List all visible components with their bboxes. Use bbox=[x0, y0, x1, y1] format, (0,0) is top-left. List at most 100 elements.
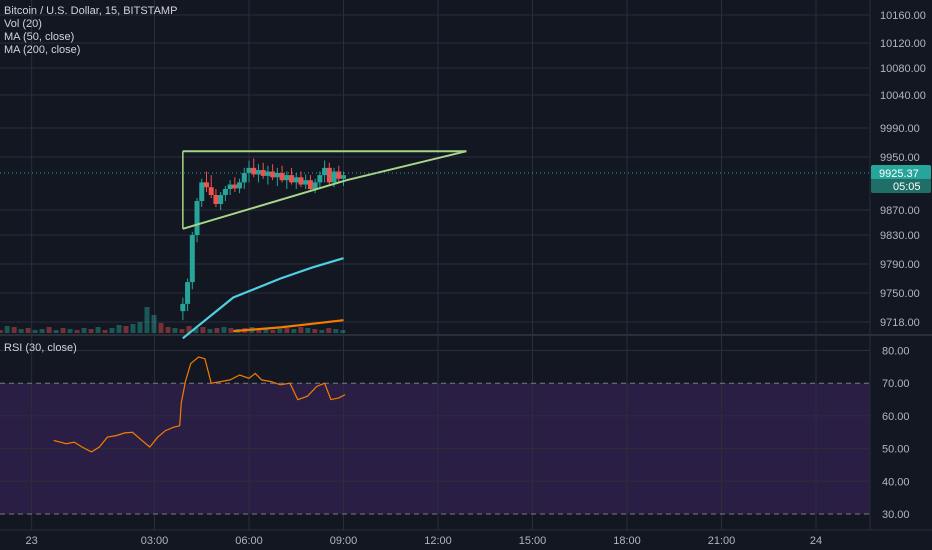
volume-bar bbox=[186, 326, 192, 333]
volume-bar bbox=[207, 329, 213, 333]
rsi-tick-label: 50.00 bbox=[882, 444, 910, 456]
candle-body bbox=[227, 184, 233, 189]
volume-bar bbox=[263, 328, 269, 333]
volume-bar bbox=[179, 329, 185, 333]
volume-bar bbox=[144, 307, 150, 333]
volume-bar bbox=[116, 325, 122, 333]
triangle-bottom-line bbox=[182, 150, 467, 230]
volume-bar bbox=[4, 326, 10, 333]
current-price-label: 9925.37 bbox=[879, 168, 919, 180]
rsi-tick-label: 80.00 bbox=[882, 346, 910, 358]
volume-bar bbox=[151, 315, 157, 333]
volume-bar bbox=[46, 327, 52, 333]
rsi-pane bbox=[0, 356, 870, 515]
volume-bar bbox=[81, 328, 87, 333]
volume-bar bbox=[53, 330, 59, 333]
volume-bar bbox=[333, 329, 339, 333]
candle-body bbox=[203, 182, 209, 188]
candles bbox=[180, 158, 346, 321]
candle-body bbox=[246, 167, 252, 173]
candle-body bbox=[303, 180, 309, 185]
volume-bar bbox=[277, 329, 283, 333]
x-tick-label: 09:00 bbox=[330, 535, 358, 547]
volume-bar bbox=[18, 329, 24, 333]
candle-body bbox=[251, 167, 257, 175]
volume-bar bbox=[0, 330, 3, 333]
candle-body bbox=[241, 172, 247, 183]
symbol-title: Bitcoin / U.S. Dollar, 15, BITSTAMP bbox=[4, 5, 178, 17]
candle-body bbox=[265, 171, 271, 176]
candle-body bbox=[222, 189, 228, 195]
ma50-legend: MA (50, close) bbox=[4, 31, 75, 43]
candle-body bbox=[336, 171, 342, 179]
volume-bar bbox=[319, 330, 325, 333]
candle-body bbox=[218, 195, 224, 204]
volume-bar bbox=[95, 327, 101, 333]
volume-bar bbox=[221, 327, 227, 333]
volume-bar bbox=[123, 326, 129, 333]
candle-body bbox=[312, 182, 318, 189]
y-tick-label: 10160.00 bbox=[880, 10, 926, 22]
y-tick-label: 9718.00 bbox=[880, 317, 920, 329]
candle-body bbox=[260, 170, 266, 176]
volume-bar bbox=[270, 330, 276, 333]
rsi-line bbox=[53, 356, 346, 453]
volume-bar bbox=[137, 322, 143, 333]
candle-body bbox=[279, 172, 285, 181]
volume-bar bbox=[193, 328, 199, 333]
candle-body bbox=[274, 172, 280, 178]
volume-bar bbox=[256, 329, 262, 333]
volume-bar bbox=[158, 323, 164, 333]
x-tick-label: 18:00 bbox=[613, 535, 641, 547]
candle-body bbox=[293, 177, 299, 183]
volume-bar bbox=[326, 328, 332, 333]
candle-body bbox=[270, 171, 276, 178]
y-tick-label: 9990.00 bbox=[880, 123, 920, 135]
volume-bar bbox=[165, 327, 171, 333]
rsi-legend: RSI (30, close) bbox=[4, 342, 77, 354]
volume-bar bbox=[172, 328, 178, 333]
x-tick-label: 15:00 bbox=[519, 535, 547, 547]
candle-body bbox=[208, 187, 214, 195]
price-tag-box bbox=[871, 165, 931, 180]
candle-body bbox=[185, 282, 191, 304]
volume-bar bbox=[312, 329, 318, 333]
candle-body bbox=[189, 235, 195, 283]
y-tick-label: 9870.00 bbox=[880, 205, 920, 217]
volume-bar bbox=[11, 327, 17, 333]
volume-bar bbox=[284, 328, 290, 333]
volume-bar bbox=[60, 328, 66, 333]
volume-bar bbox=[39, 329, 45, 333]
y-tick-label: 9750.00 bbox=[880, 288, 920, 300]
volume-bar bbox=[109, 328, 115, 333]
volume-bar bbox=[214, 328, 220, 333]
triangle-drawing[interactable] bbox=[182, 150, 467, 230]
volume-bar bbox=[25, 328, 31, 333]
volume-bar bbox=[340, 330, 346, 333]
volume-bar bbox=[74, 330, 80, 333]
y-tick-label: 10120.00 bbox=[880, 38, 926, 50]
ma200-line bbox=[233, 319, 344, 333]
candle-body bbox=[237, 182, 243, 189]
volume-bar bbox=[130, 324, 136, 333]
ma50-line bbox=[182, 257, 344, 340]
candle-body bbox=[213, 195, 219, 204]
candle-body bbox=[255, 170, 261, 175]
countdown-tag-box bbox=[871, 179, 931, 193]
y-tick-label: 10040.00 bbox=[880, 90, 926, 102]
y-tick-label: 10080.00 bbox=[880, 63, 926, 75]
candle-body bbox=[284, 175, 290, 181]
rsi-tick-label: 60.00 bbox=[882, 411, 910, 423]
volume-bar bbox=[228, 328, 234, 333]
y-tick-label: 9790.00 bbox=[880, 259, 920, 271]
x-tick-label: 12:00 bbox=[424, 535, 452, 547]
moving-averages bbox=[182, 257, 344, 340]
rsi-tick-label: 40.00 bbox=[882, 476, 910, 488]
grid bbox=[0, 0, 932, 531]
volume-bar bbox=[32, 330, 38, 333]
volume-bar bbox=[298, 327, 304, 333]
x-tick-label: 23 bbox=[26, 535, 38, 547]
vol-legend: Vol (20) bbox=[4, 18, 42, 30]
candle-body bbox=[341, 175, 346, 179]
